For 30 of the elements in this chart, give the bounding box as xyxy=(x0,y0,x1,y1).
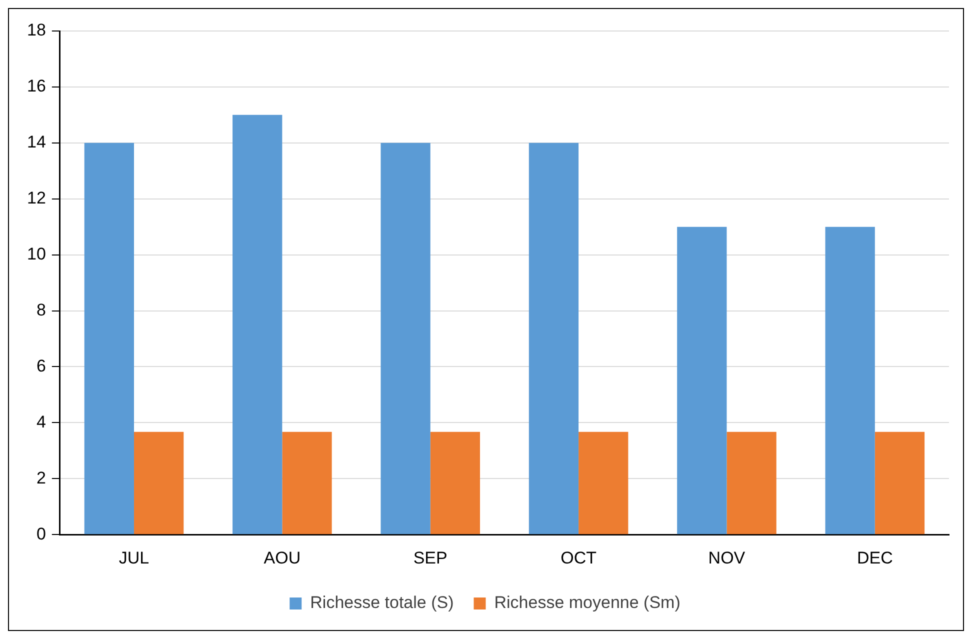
x-tick-label: SEP xyxy=(413,548,448,568)
bar xyxy=(380,142,430,534)
y-tick-label: 10 xyxy=(26,244,46,264)
bar xyxy=(282,432,332,534)
y-tick-label: 14 xyxy=(26,132,46,152)
bar xyxy=(726,432,776,534)
bar xyxy=(84,142,134,534)
y-tick-label: 2 xyxy=(36,468,46,488)
legend-label: Richesse moyenne (Sm) xyxy=(494,593,680,612)
x-tick-label: NOV xyxy=(708,548,746,568)
bar xyxy=(232,114,282,534)
y-tick-label: 4 xyxy=(36,412,46,432)
bar xyxy=(677,226,727,534)
x-tick-label: OCT xyxy=(560,548,596,568)
bar xyxy=(528,142,579,534)
y-tick-label: 18 xyxy=(26,20,46,40)
y-tick-label: 16 xyxy=(26,76,46,96)
bar xyxy=(874,432,925,534)
x-tick-label: JUL xyxy=(118,548,150,568)
bar xyxy=(578,432,628,534)
legend-label: Richesse totale (S) xyxy=(310,593,454,612)
bar xyxy=(430,432,480,534)
y-tick-label: 6 xyxy=(36,356,46,376)
y-tick-label: 12 xyxy=(26,188,46,208)
bar xyxy=(825,226,875,534)
y-tick-label: 8 xyxy=(36,300,46,320)
x-tick-label: DEC xyxy=(856,548,893,568)
x-tick-label: AOU xyxy=(264,548,301,568)
bar xyxy=(134,432,184,534)
y-tick-label: 0 xyxy=(36,524,46,544)
